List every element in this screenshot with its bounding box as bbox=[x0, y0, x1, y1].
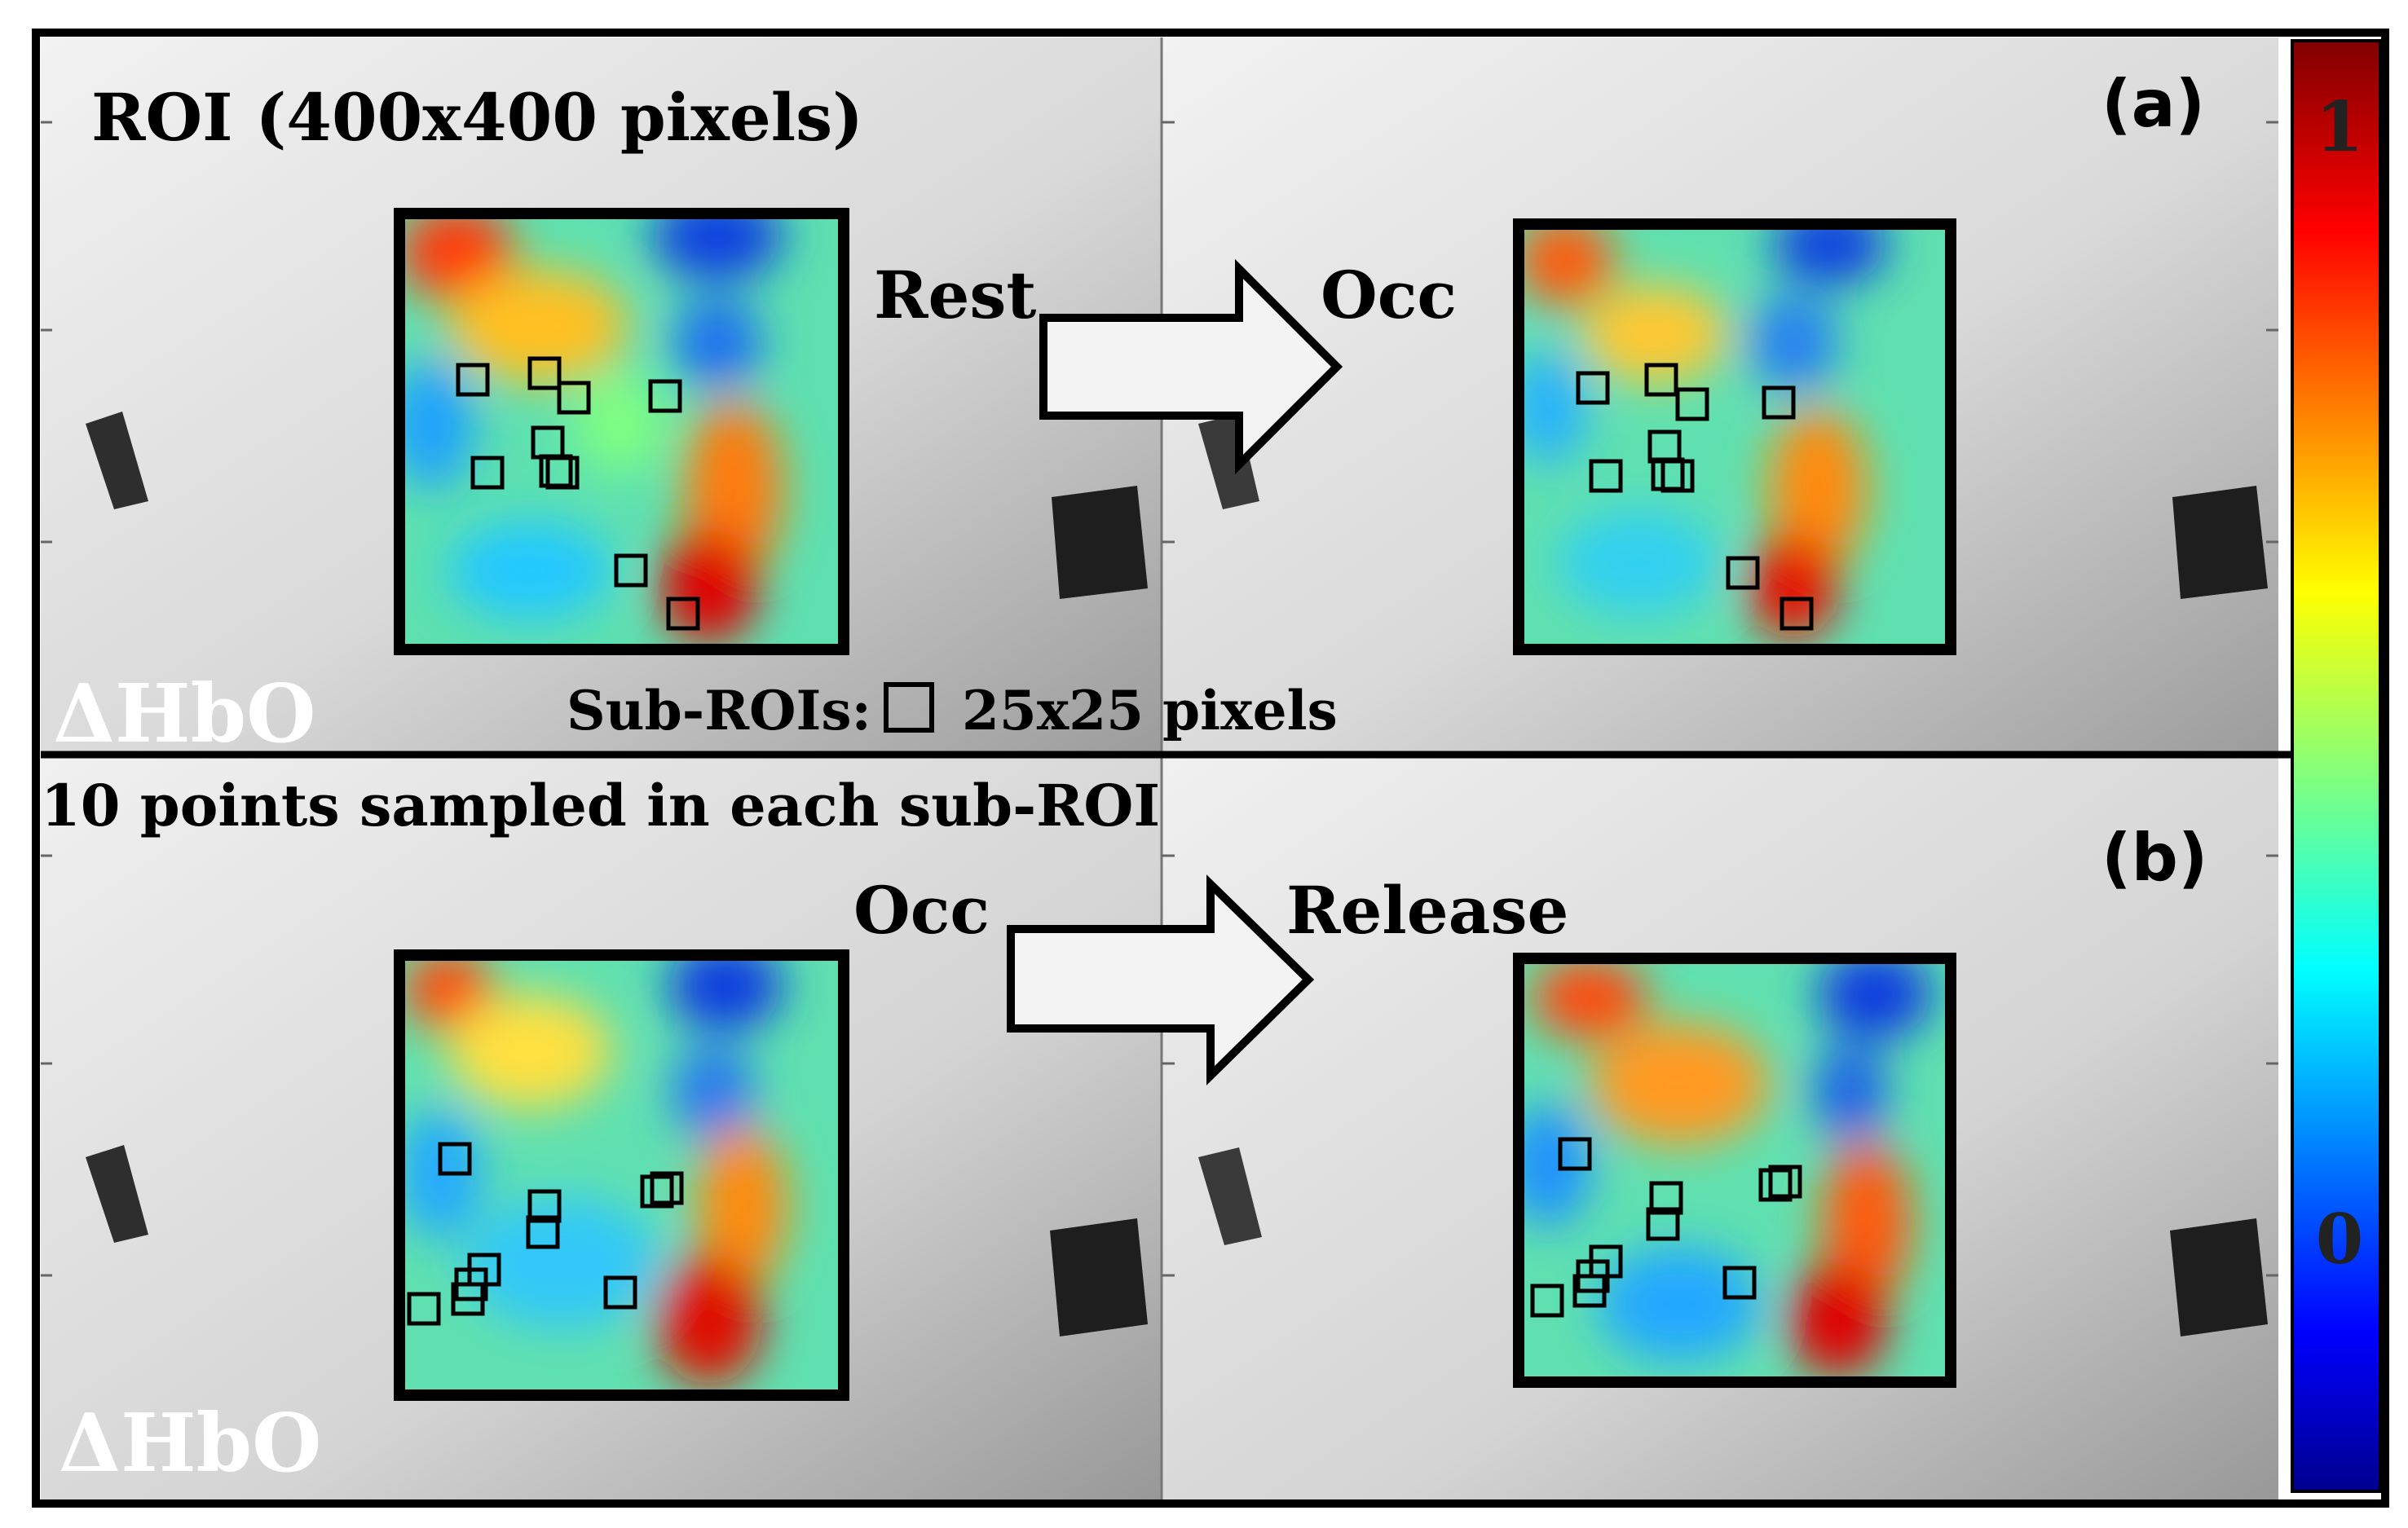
colorbar: 1 0 bbox=[2291, 39, 2382, 1493]
transition-arrow-a bbox=[1039, 258, 1343, 475]
transition-to-label-a: Occ bbox=[1321, 257, 1457, 333]
colorbar-max-label: 1 bbox=[2316, 86, 2363, 167]
roi-heatmap-occ-b bbox=[394, 949, 849, 1401]
transition-arrow-b bbox=[1007, 874, 1315, 1085]
panel-tag-b: (b) bbox=[2101, 820, 2207, 896]
sub-roi-squares-release bbox=[1530, 1137, 1802, 1318]
sub-roi-legend-prefix: Sub-ROIs: bbox=[567, 679, 871, 742]
transition-from-label-a: Rest bbox=[874, 257, 1036, 333]
roi-heatmap-rest bbox=[394, 208, 849, 655]
sub-roi-legend-square bbox=[884, 682, 934, 733]
sub-roi-squares-occ-a bbox=[1576, 363, 1814, 631]
roi-heatmap-occ-a bbox=[1513, 218, 1956, 655]
transition-from-label-b: Occ bbox=[853, 872, 990, 949]
sampling-note: 10 points sampled in each sub-ROI bbox=[41, 772, 1160, 839]
quantity-label-a: ΔHbO bbox=[53, 667, 316, 761]
sub-roi-squares-rest bbox=[456, 356, 700, 631]
colorbar-min-label: 0 bbox=[2316, 1199, 2363, 1279]
transition-to-label-b: Release bbox=[1286, 872, 1568, 949]
quantity-label-b: ΔHbO bbox=[59, 1397, 322, 1491]
roi-heatmap-release bbox=[1513, 953, 1956, 1388]
panel-tag-a: (a) bbox=[2101, 66, 2205, 142]
roi-size-label: ROI (400x400 pixels) bbox=[91, 79, 863, 156]
sub-roi-legend-suffix: 25x25 pixels bbox=[962, 679, 1338, 742]
sub-roi-squares-occ-b bbox=[407, 1142, 684, 1326]
